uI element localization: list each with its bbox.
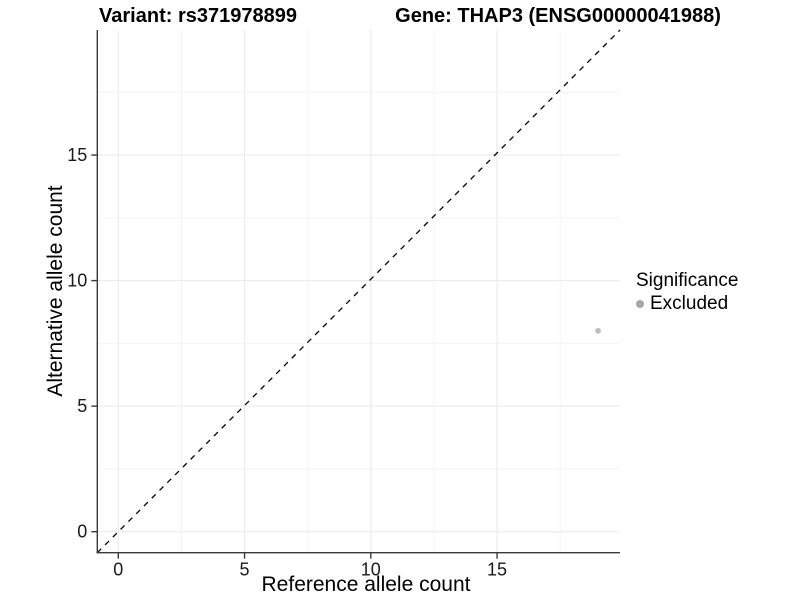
y-tick-label: 10 xyxy=(67,271,87,291)
data-point xyxy=(595,327,601,334)
y-tick-label: 5 xyxy=(77,396,87,416)
plot-title-variant: Variant: rs371978899 xyxy=(99,5,297,27)
identity-line xyxy=(96,29,621,554)
legend-items: Excluded xyxy=(636,292,738,315)
y-tick-label: 15 xyxy=(67,145,87,165)
x-tick-label: 10 xyxy=(361,560,381,580)
x-tick-label: 15 xyxy=(487,560,507,580)
x-tick-label: 5 xyxy=(240,560,250,580)
x-tick-label: 0 xyxy=(113,560,123,580)
legend-title: Significance xyxy=(636,270,739,291)
x-axis-title: Reference allele count xyxy=(261,573,471,596)
legend-key-dot-icon xyxy=(636,299,644,308)
y-tick-label: 0 xyxy=(77,522,87,542)
legend: Significance Excluded xyxy=(636,269,738,315)
legend-item: Excluded xyxy=(636,292,738,315)
legend-item-label: Excluded xyxy=(650,293,729,314)
y-axis-title: Alternative allele count xyxy=(44,185,67,397)
plot-title-gene: Gene: THAP3 (ENSG00000041988) xyxy=(395,5,721,27)
